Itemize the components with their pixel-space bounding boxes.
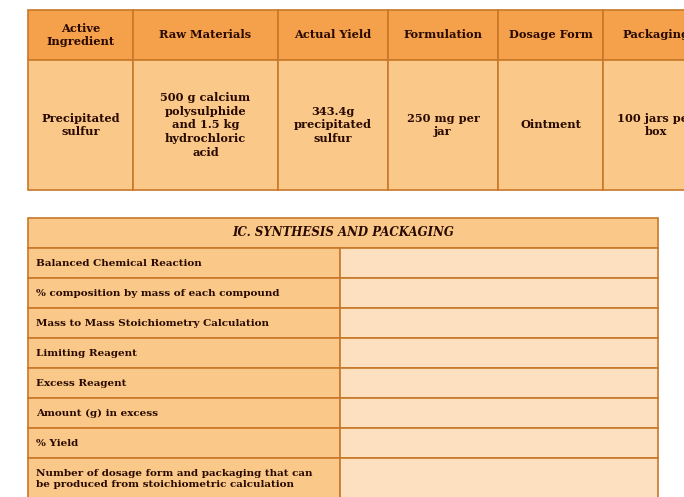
Bar [498, 10, 603, 60]
Bar [340, 458, 658, 497]
Bar [28, 398, 340, 428]
Text: 250 mg per
jar: 250 mg per jar [406, 113, 479, 137]
Bar [28, 308, 340, 338]
Bar [388, 10, 498, 60]
Bar [340, 398, 658, 428]
Bar [133, 10, 278, 60]
Text: Excess Reagent: Excess Reagent [36, 379, 127, 388]
Bar [133, 60, 278, 190]
Bar [498, 60, 603, 190]
Text: Limiting Reagent: Limiting Reagent [36, 348, 137, 357]
Bar [278, 10, 388, 60]
Text: % composition by mass of each compound: % composition by mass of each compound [36, 288, 280, 298]
Bar [28, 60, 133, 190]
Text: Packaging: Packaging [622, 29, 684, 40]
Text: Balanced Chemical Reaction: Balanced Chemical Reaction [36, 258, 202, 267]
Bar [28, 10, 133, 60]
Bar [28, 458, 340, 497]
Text: % Yield: % Yield [36, 438, 78, 447]
Text: 500 g calcium
polysulphide
and 1.5 kg
hydrochloric
acid: 500 g calcium polysulphide and 1.5 kg hy… [161, 92, 250, 158]
Bar [340, 308, 658, 338]
Text: Actual Yield: Actual Yield [294, 29, 371, 40]
Text: Active
Ingredient: Active Ingredient [47, 23, 114, 47]
Text: Amount (g) in excess: Amount (g) in excess [36, 409, 158, 417]
Bar [28, 248, 340, 278]
Bar [278, 60, 388, 190]
Text: Formulation: Formulation [404, 29, 482, 40]
Bar [340, 368, 658, 398]
Bar [28, 218, 658, 248]
Text: Raw Materials: Raw Materials [159, 29, 252, 40]
Bar [28, 278, 340, 308]
Text: IC. SYNTHESIS AND PACKAGING: IC. SYNTHESIS AND PACKAGING [232, 227, 454, 240]
Text: Number of dosage form and packaging that can
be produced from stoichiometric cal: Number of dosage form and packaging that… [36, 469, 313, 489]
Text: Ointment: Ointment [520, 119, 581, 131]
Bar [340, 278, 658, 308]
Text: Precipitated
sulfur: Precipitated sulfur [41, 113, 120, 137]
Bar [28, 428, 340, 458]
Bar [28, 338, 340, 368]
Text: 343.4g
precipitated
sulfur: 343.4g precipitated sulfur [294, 106, 372, 144]
Text: Dosage Form: Dosage Form [509, 29, 592, 40]
Bar [603, 10, 684, 60]
Bar [340, 338, 658, 368]
Bar [340, 248, 658, 278]
Text: 100 jars per
box: 100 jars per box [617, 113, 684, 137]
Bar [340, 428, 658, 458]
Bar [28, 368, 340, 398]
Text: Mass to Mass Stoichiometry Calculation: Mass to Mass Stoichiometry Calculation [36, 319, 269, 328]
Bar [603, 60, 684, 190]
Bar [388, 60, 498, 190]
